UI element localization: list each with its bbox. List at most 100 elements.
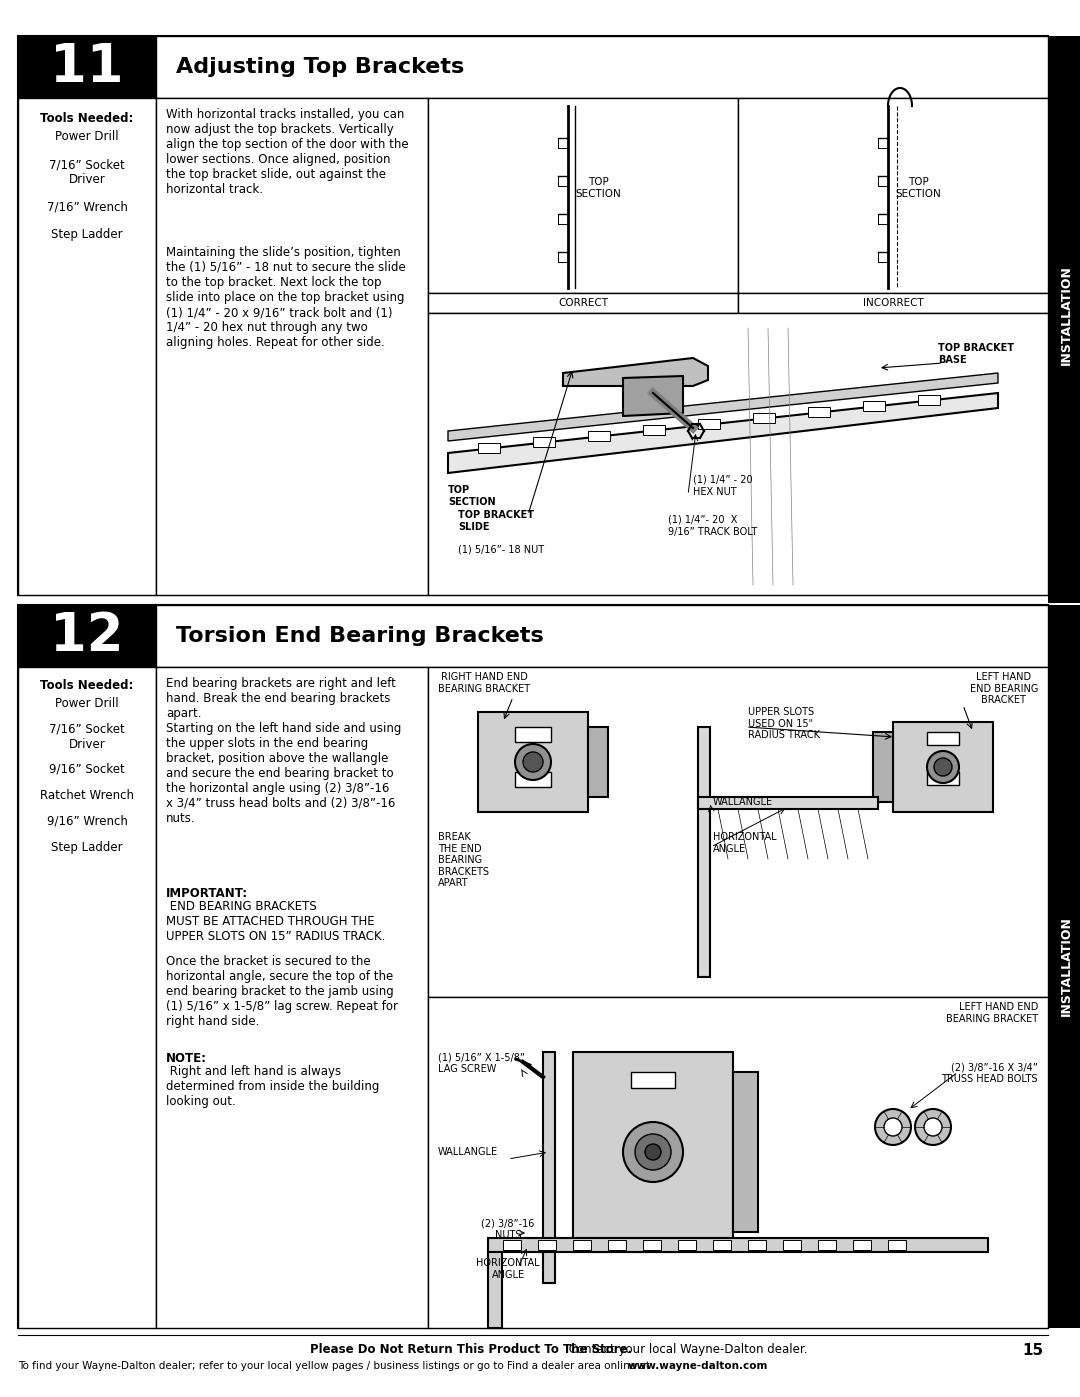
Text: 9/16” Socket: 9/16” Socket [49,763,125,775]
Text: INSTALLATION: INSTALLATION [1059,916,1072,1017]
Text: Contact your local Wayne-Dalton dealer.: Contact your local Wayne-Dalton dealer. [565,1343,808,1356]
Text: Ratchet Wrench: Ratchet Wrench [40,789,134,802]
Text: With horizontal tracks installed, you can
now adjust the top brackets. Verticall: With horizontal tracks installed, you ca… [166,108,408,196]
Text: WALLANGLE: WALLANGLE [438,1147,498,1157]
Bar [918,395,940,405]
Circle shape [645,1144,661,1160]
Text: Please Do Not Return This Product To The Store.: Please Do Not Return This Product To The… [310,1343,632,1356]
Bar [488,1252,502,1329]
Bar [18,605,1048,1329]
Text: INCORRECT: INCORRECT [863,298,923,307]
Text: (1) 5/16”- 18 NUT: (1) 5/16”- 18 NUT [458,545,544,555]
Bar [573,1241,591,1250]
Bar [678,1241,696,1250]
Bar [1048,605,1080,1329]
Text: NOTE:: NOTE: [166,1052,207,1065]
Text: (2) 3/8”-16
NUTS: (2) 3/8”-16 NUTS [482,1218,535,1239]
Text: www.wayne-dalton.com: www.wayne-dalton.com [627,1361,768,1370]
Text: Step Ladder: Step Ladder [51,841,123,854]
Bar [18,36,156,98]
Circle shape [924,1118,942,1136]
Text: Power Drill: Power Drill [55,697,119,710]
Polygon shape [448,393,998,474]
Text: IMPORTANT:: IMPORTANT: [166,887,248,900]
Bar [534,437,555,447]
Text: (1) 5/16” X 1-5/8”
LAG SCREW: (1) 5/16” X 1-5/8” LAG SCREW [438,1052,525,1074]
Text: 7/16” Socket
Driver: 7/16” Socket Driver [49,724,125,752]
Text: INSTALLATION: INSTALLATION [1059,265,1072,366]
Text: CORRECT: CORRECT [558,298,608,307]
Bar [631,1071,675,1088]
Bar [156,666,428,1329]
Polygon shape [588,726,608,798]
Circle shape [523,752,543,773]
Text: END BEARING BRACKETS
MUST BE ATTACHED THROUGH THE
UPPER SLOTS ON 15” RADIUS TRAC: END BEARING BRACKETS MUST BE ATTACHED TH… [166,900,386,943]
Bar [853,1241,870,1250]
Bar [631,1132,675,1148]
Bar [428,293,738,313]
Text: BREAK
THE END
BEARING
BRACKETS
APART: BREAK THE END BEARING BRACKETS APART [438,833,489,888]
Circle shape [885,1118,902,1136]
Bar [538,1241,556,1250]
Circle shape [915,1109,951,1146]
Bar [156,36,1048,98]
Text: WALLANGLE: WALLANGLE [713,798,773,807]
Text: (2) 3/8”-16 X 3/4”
TRUSS HEAD BOLTS: (2) 3/8”-16 X 3/4” TRUSS HEAD BOLTS [942,1062,1038,1084]
Text: Maintaining the slide’s position, tighten
the (1) 5/16” - 18 nut to secure the s: Maintaining the slide’s position, tighte… [166,246,406,349]
Polygon shape [893,722,993,812]
Polygon shape [573,1052,733,1252]
Text: (1) 1/4”- 20  X
9/16” TRACK BOLT: (1) 1/4”- 20 X 9/16” TRACK BOLT [669,515,757,536]
Text: 9/16” Wrench: 9/16” Wrench [46,814,127,828]
Text: TOP
SECTION: TOP SECTION [576,177,621,198]
Circle shape [635,1134,671,1171]
Text: UPPER SLOTS
USED ON 15"
RADIUS TRACK: UPPER SLOTS USED ON 15" RADIUS TRACK [748,707,820,740]
Bar [18,605,156,666]
Text: 11: 11 [51,41,124,94]
Circle shape [875,1109,912,1146]
Polygon shape [448,373,998,441]
Bar [428,313,1048,595]
Circle shape [623,1122,683,1182]
Bar [503,1241,521,1250]
Bar [808,407,831,416]
Bar [515,773,551,787]
Text: LEFT HAND END
BEARING BRACKET: LEFT HAND END BEARING BRACKET [946,1002,1038,1024]
Bar [588,432,610,441]
Bar [738,293,1048,313]
Bar [783,1241,801,1250]
Bar [863,401,885,411]
Bar [927,773,959,785]
Bar [428,98,738,293]
Text: (1) 1/4” - 20
HEX NUT: (1) 1/4” - 20 HEX NUT [693,475,753,496]
Bar [888,1241,906,1250]
Text: To find your Wayne-Dalton dealer; refer to your local yellow pages / business li: To find your Wayne-Dalton dealer; refer … [18,1361,653,1370]
Bar [488,1238,988,1252]
Text: 12: 12 [51,610,124,662]
Bar [428,997,1048,1329]
Bar [478,443,500,453]
Polygon shape [623,376,683,416]
Bar [713,1241,731,1250]
Polygon shape [478,712,588,812]
Text: RIGHT HAND END
BEARING BRACKET: RIGHT HAND END BEARING BRACKET [438,672,530,693]
Circle shape [934,759,951,775]
Text: 7/16” Wrench: 7/16” Wrench [46,200,127,212]
Circle shape [515,745,551,780]
Bar [927,732,959,745]
Bar [753,414,775,423]
Bar [738,98,1048,293]
Bar [18,98,156,595]
Bar [818,1241,836,1250]
Bar [543,1052,555,1282]
Text: TOP
SECTION: TOP SECTION [448,485,496,507]
Text: Torsion End Bearing Brackets: Torsion End Bearing Brackets [176,626,543,645]
Bar [18,36,1048,595]
Text: TOP
SECTION: TOP SECTION [895,177,941,198]
Text: 7/16” Socket
Driver: 7/16” Socket Driver [49,158,125,186]
Polygon shape [733,1071,758,1232]
Text: Tools Needed:: Tools Needed: [40,112,134,124]
Text: TOP BRACKET
BASE: TOP BRACKET BASE [939,344,1014,365]
Circle shape [927,752,959,782]
Bar [698,726,710,977]
Bar [156,605,1048,666]
